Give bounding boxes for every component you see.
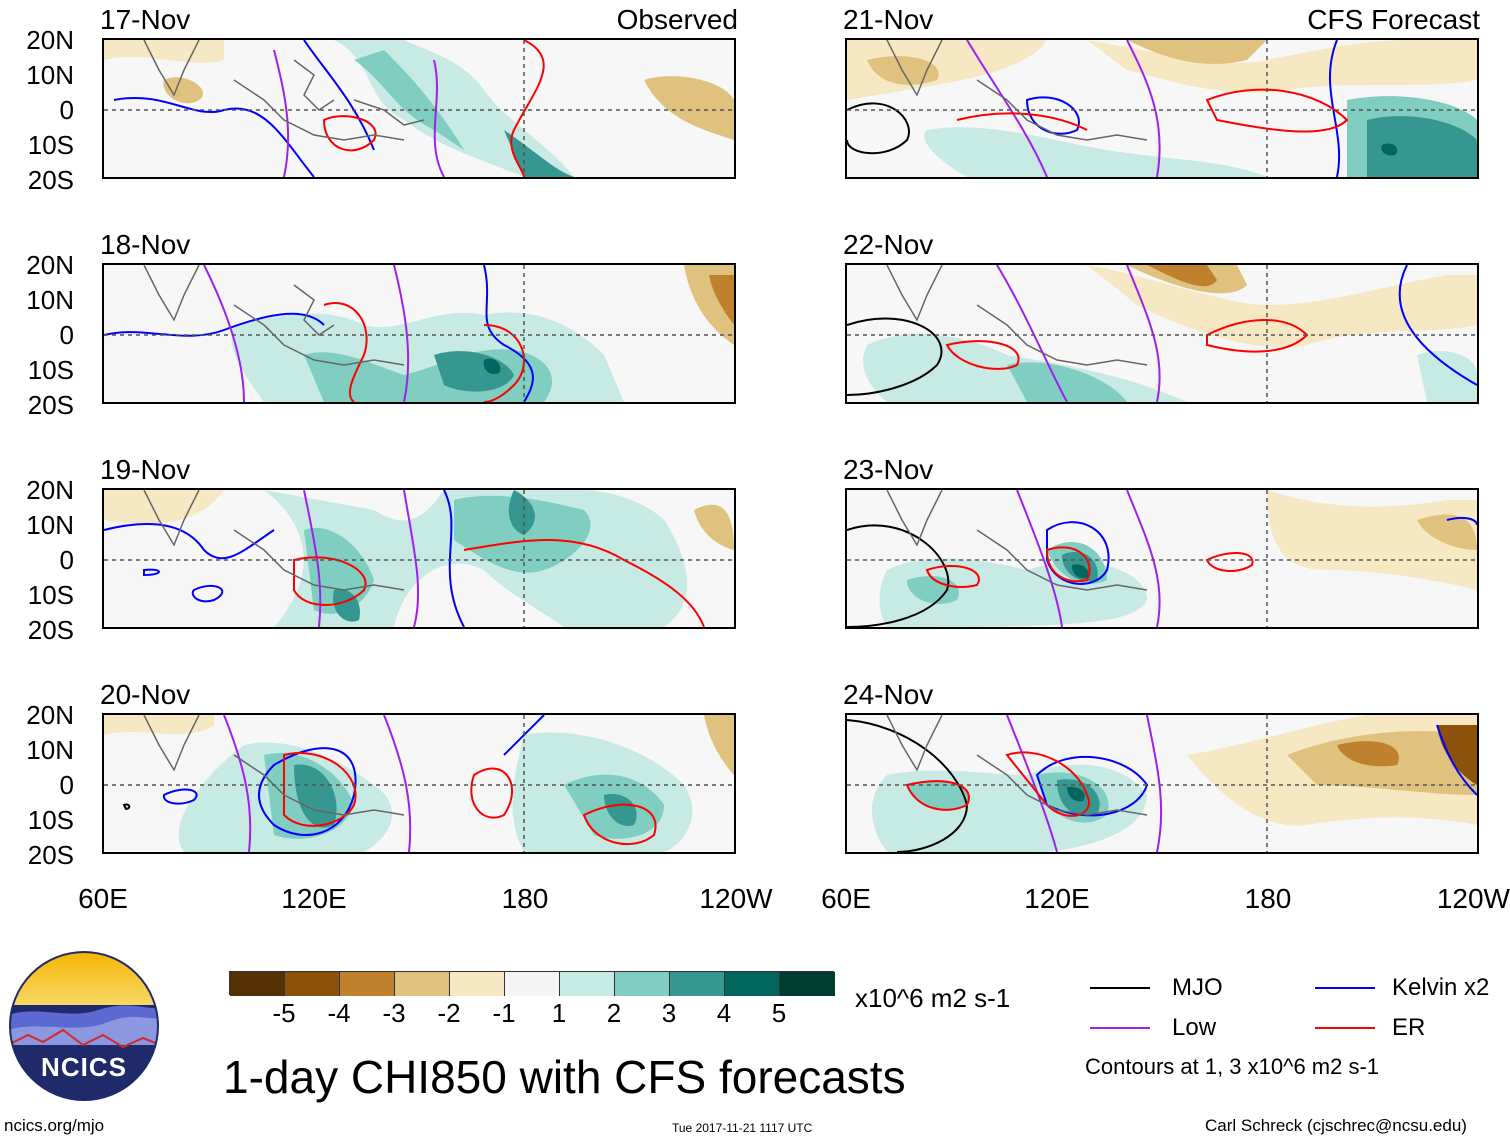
lon-label: 180 (1244, 883, 1292, 914)
lat-label: 20N (26, 250, 74, 280)
lat-label: 0 (59, 770, 74, 800)
lat-label: 10N (26, 60, 74, 90)
colorbar-tick: -4 (327, 998, 351, 1028)
lon-label: 180 (501, 883, 549, 914)
page-title: 1-day CHI850 with CFS forecasts (223, 1051, 906, 1103)
lat-label: 10S (27, 355, 74, 385)
legend-line-low (1090, 1027, 1150, 1029)
map-panel-18-nov (102, 263, 736, 404)
colorbar (229, 971, 835, 996)
ncics-logo: NCICS (8, 950, 160, 1102)
contours-note: Contours at 1, 3 x10^6 m2 s-1 (1085, 1054, 1380, 1079)
map-panel-20-nov (102, 713, 736, 854)
map-panel-23-nov (845, 488, 1479, 629)
colorbar-swatch (505, 972, 560, 996)
panel-date-4: 20-Nov (100, 679, 191, 710)
logo-text: NCICS (41, 1052, 127, 1082)
lat-label: 20S (27, 840, 74, 870)
colorbar-tick: 3 (661, 998, 677, 1028)
forecast-label: CFS Forecast (1307, 4, 1480, 35)
map-panel-21-nov (845, 38, 1479, 179)
lat-label: 20S (27, 165, 74, 195)
lat-label: 0 (59, 545, 74, 575)
colorbar-tick: 5 (771, 998, 787, 1028)
lat-label: 10N (26, 510, 74, 540)
panel-date-3: 19-Nov (100, 454, 191, 485)
lat-label: 0 (59, 320, 74, 350)
colorbar-swatch (340, 972, 395, 996)
panel-date-7: 23-Nov (843, 454, 934, 485)
lat-label: 20N (26, 25, 74, 55)
colorbar-tick: 4 (716, 998, 732, 1028)
lon-label: 60E (821, 883, 871, 914)
legend-line-kelvin (1315, 987, 1375, 989)
colorbar-tick: -1 (492, 998, 516, 1028)
map-panel-17-nov (102, 38, 736, 179)
colorbar-tick: -3 (382, 998, 406, 1028)
colorbar-tick: -5 (272, 998, 296, 1028)
map-panel-24-nov (845, 713, 1479, 854)
lon-label: 120E (1024, 883, 1090, 914)
colorbar-swatch (780, 972, 835, 996)
colorbar-swatch (615, 972, 670, 996)
colorbar-swatch (560, 972, 615, 996)
lat-label: 20S (27, 390, 74, 420)
panel-date-8: 24-Nov (843, 679, 934, 710)
map-panel-19-nov (102, 488, 736, 629)
footer-author: Carl Schreck (cjschrec@ncsu.edu) (1205, 1116, 1467, 1135)
lon-label: 60E (78, 883, 128, 914)
legend-label-kelvin: Kelvin x2 (1392, 974, 1490, 1001)
legend-line-er (1315, 1027, 1375, 1029)
lon-label: 120E (281, 883, 347, 914)
lat-label: 10S (27, 130, 74, 160)
lat-label: 10S (27, 805, 74, 835)
lon-label: 120W (699, 883, 773, 914)
lat-label: 20S (27, 615, 74, 645)
lat-label: 10N (26, 285, 74, 315)
panel-date-5: 21-Nov (843, 4, 934, 35)
colorbar-tick: -2 (437, 998, 461, 1028)
panel-date-6: 22-Nov (843, 229, 934, 260)
colorbar-swatch (450, 972, 505, 996)
legend-label-er: ER (1392, 1014, 1426, 1041)
map-panel-22-nov (845, 263, 1479, 404)
observed-label: Observed (616, 4, 738, 35)
colorbar-swatch (285, 972, 340, 996)
colorbar-tick: 2 (606, 998, 622, 1028)
lat-label: 10N (26, 735, 74, 765)
footer-timestamp: Tue 2017-11-21 1117 UTC (672, 1121, 813, 1135)
colorbar-swatch (670, 972, 725, 996)
legend-line-mjo (1090, 987, 1150, 989)
lon-label: 120W (1436, 883, 1510, 914)
legend-label-low: Low (1172, 1014, 1217, 1041)
colorbar-tick: 1 (551, 998, 567, 1028)
colorbar-units: x10^6 m2 s-1 (855, 983, 1011, 1013)
colorbar-swatch (725, 972, 780, 996)
colorbar-swatch (230, 972, 285, 996)
lat-label: 20N (26, 475, 74, 505)
lat-label: 0 (59, 95, 74, 125)
colorbar-swatch (395, 972, 450, 996)
lat-label: 20N (26, 700, 74, 730)
panel-date-2: 18-Nov (100, 229, 191, 260)
panel-date-1: 17-Nov (100, 4, 191, 35)
lat-label: 10S (27, 580, 74, 610)
footer-site: ncics.org/mjo (4, 1116, 105, 1135)
legend-label-mjo: MJO (1172, 974, 1223, 1001)
